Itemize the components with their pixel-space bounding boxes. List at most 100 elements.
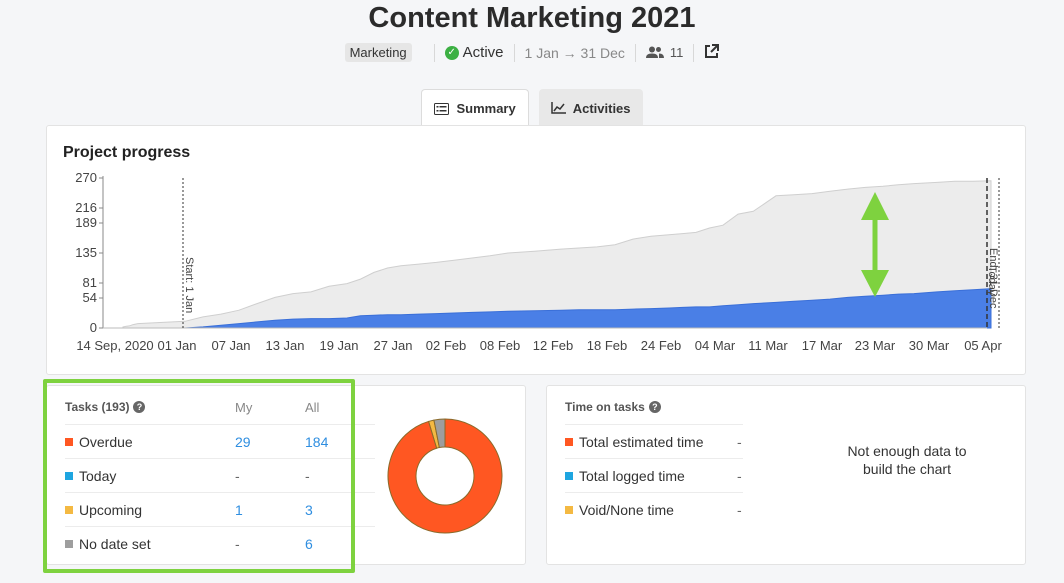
time-row-void: Void/None time - [565,492,743,526]
status-label: Active [462,44,504,61]
legend-swatch [65,437,73,446]
tab-summary[interactable]: Summary [421,89,529,127]
time-row-logged: Total logged time - [565,458,743,492]
tasks-donut-chart[interactable] [385,416,505,536]
time-title: Time on tasks [565,400,645,414]
task-row-upcoming: Upcoming 1 3 [65,492,375,526]
x-tick-label: 02 Feb [426,338,466,353]
y-tick-label: 270 [75,170,97,185]
x-tick-label: 12 Feb [533,338,573,353]
project-meta: Marketing ✓ Active 1 Jan → 31 Dec 11 [0,43,1064,62]
today-all-value: - [305,467,310,484]
tab-bar: Summary Activities [0,89,1064,127]
x-tick-label: 13 Jan [265,338,304,353]
project-progress-panel: Project progress 0 54 81 135 189 216 270 14 Sep… [46,125,1026,375]
series-area-all [122,180,992,329]
row-label: Total estimated time [579,433,704,450]
x-tick-label: 05 Apr [964,338,1002,353]
divider [634,43,636,62]
status-badge[interactable]: ✓ Active [444,44,504,61]
x-tick-label: 23 Mar [855,338,896,353]
x-tick-label: 17 Mar [802,338,843,353]
series-area-done [123,288,992,329]
row-label: Upcoming [79,501,143,518]
divider [513,43,515,62]
task-row-today: Today - - [65,458,375,492]
legend-swatch [565,505,573,514]
tab-label: Summary [456,101,516,116]
legend-swatch [565,437,573,446]
members-count: 11 [669,45,684,60]
x-tick-label: 24 Feb [641,338,681,353]
tasks-title: Tasks (193) [65,400,130,414]
page-title: Content Marketing 2021 [368,2,696,34]
upcoming-all-link[interactable]: 3 [305,501,313,518]
donut-slice-overdue[interactable] [387,418,503,534]
y-tick-label: 0 [90,320,97,335]
y-tick-label: 54 [83,290,97,305]
col-my: My [235,400,253,415]
gap-arrow-head-down [861,270,889,297]
end-marker-label: End: 31 Dec [987,248,999,309]
no-date-all-link[interactable]: 6 [305,535,313,552]
help-icon[interactable]: ? [133,401,146,413]
start-marker-label: Start: 1 Jan [183,257,195,313]
today-marker-label: Today [986,266,998,296]
divider [433,43,435,62]
x-tick-label: 07 Jan [211,338,250,353]
list-icon [434,102,450,115]
x-tick-label: 14 Sep, 2020 [76,338,153,353]
task-row-no-date: No date set - 6 [65,526,375,560]
y-tick-label: 81 [83,275,97,290]
tab-activities[interactable]: Activities [538,89,643,127]
tasks-panel: Tasks (193) ? My All Overdue 29 184 Toda… [46,385,526,565]
time-row-estimated: Total estimated time - [565,424,743,458]
row-label: No date set [79,535,151,552]
x-tick-label: 01 Jan [157,338,196,353]
x-tick-label: 11 Mar [748,338,788,353]
upcoming-my-link[interactable]: 1 [235,501,243,518]
task-row-overdue: Overdue 29 184 [65,424,375,458]
time-on-tasks-panel: Time on tasks ? Total estimated time - T… [546,385,1026,565]
row-label: Today [79,467,117,484]
divider [693,43,695,62]
x-tick-label: 04 Mar [695,338,736,353]
row-label: Overdue [79,433,133,450]
no-date-my-value: - [235,535,240,552]
x-tick-label: 19 Jan [319,338,358,353]
tab-label: Activities [572,100,631,116]
x-tick-label: 08 Feb [480,338,520,353]
members-button[interactable]: 11 [645,45,684,60]
row-label: Total logged time [579,467,685,484]
line-chart-icon [550,102,566,114]
date-range[interactable]: 1 Jan → 31 Dec [524,44,625,61]
x-tick-label: 30 Mar [909,338,950,353]
legend-swatch [65,505,73,514]
gap-arrow-head-up [861,192,889,220]
check-circle-icon: ✓ [444,45,459,60]
x-tick-label: 18 Feb [587,338,627,353]
category-tag[interactable]: Marketing [344,43,412,62]
no-data-message: Not enough data to build the chart [847,443,967,477]
row-label: Void/None time [579,501,674,518]
legend-swatch [65,471,73,480]
x-tick-label: 27 Jan [373,338,412,353]
time-header: Time on tasks ? [565,400,661,414]
col-all: All [305,400,320,415]
y-tick-label: 135 [75,245,97,260]
panel-title: Project progress [63,144,191,161]
overdue-all-link[interactable]: 184 [305,433,329,450]
y-tick-label: 216 [75,200,97,215]
today-my-value: - [235,467,240,484]
help-icon[interactable]: ? [648,401,661,413]
row-value: - [737,433,742,450]
overdue-my-link[interactable]: 29 [235,433,251,450]
row-value: - [737,501,742,518]
legend-swatch [565,471,573,480]
users-icon [645,46,664,58]
open-external-icon[interactable] [704,43,720,62]
tasks-header: Tasks (193) ? [65,400,146,414]
legend-swatch [65,539,73,548]
y-tick-label: 189 [75,215,97,230]
